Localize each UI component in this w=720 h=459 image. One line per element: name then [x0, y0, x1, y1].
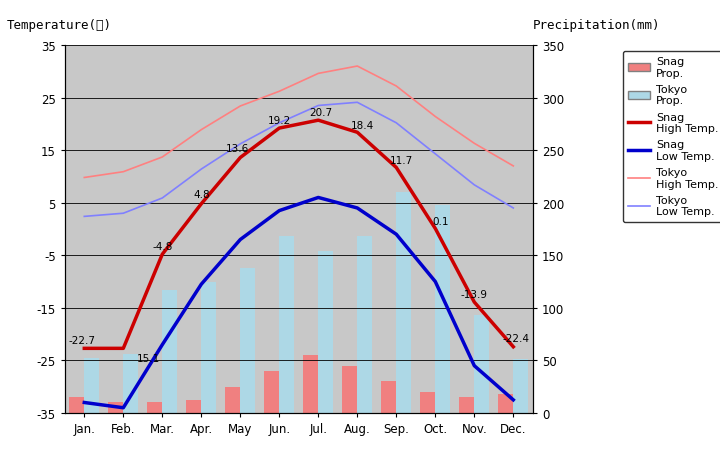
Bar	[225, 387, 240, 413]
Bar	[240, 269, 255, 413]
Bar	[459, 397, 474, 413]
Legend: Snag
Prop., Tokyo
Prop., Snag
High Temp., Snag
Low Temp., Tokyo
High Temp., Toky: Snag Prop., Tokyo Prop., Snag High Temp.…	[623, 51, 720, 222]
Text: 20.7: 20.7	[310, 107, 333, 118]
Bar	[436, 205, 450, 413]
Text: -4.8: -4.8	[152, 241, 173, 251]
Bar	[148, 403, 162, 413]
Bar	[303, 355, 318, 413]
Bar	[279, 237, 294, 413]
Text: 19.2: 19.2	[268, 115, 291, 125]
Text: 15.1: 15.1	[137, 353, 160, 364]
Bar	[264, 371, 279, 413]
Text: 13.6: 13.6	[226, 143, 249, 153]
Text: 0.1: 0.1	[433, 217, 449, 227]
Bar	[109, 403, 123, 413]
Text: 18.4: 18.4	[351, 121, 374, 131]
Bar	[498, 394, 513, 413]
Bar	[318, 252, 333, 413]
Text: -22.4: -22.4	[503, 334, 530, 343]
Text: Precipitation(mm): Precipitation(mm)	[533, 19, 660, 32]
Text: -13.9: -13.9	[461, 289, 488, 299]
Bar	[420, 392, 436, 413]
Text: -22.7: -22.7	[68, 335, 95, 345]
Text: 4.8: 4.8	[193, 190, 210, 199]
Bar	[186, 401, 202, 413]
Bar	[162, 291, 177, 413]
Text: 11.7: 11.7	[390, 156, 413, 166]
Bar	[202, 282, 216, 413]
Bar	[69, 397, 84, 413]
Bar	[357, 237, 372, 413]
Text: Temperature(℃): Temperature(℃)	[7, 19, 112, 32]
Bar	[84, 358, 99, 413]
Bar	[343, 366, 357, 413]
Bar	[513, 359, 528, 413]
Bar	[382, 381, 396, 413]
Bar	[123, 354, 138, 413]
Bar	[474, 315, 489, 413]
Bar	[396, 193, 411, 413]
